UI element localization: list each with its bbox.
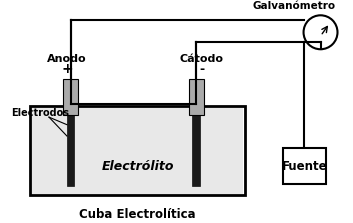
Bar [30,106,245,195]
Text: Cuba Electrolítica: Cuba Electrolítica [79,208,196,221]
Text: Galvanómetro: Galvanómetro [252,1,336,11]
Text: -: - [199,62,204,76]
Text: Electrólito: Electrólito [101,160,174,173]
Text: Anodo: Anodo [47,54,87,64]
Bar [189,79,204,115]
Bar [283,148,326,184]
Text: Cátodo: Cátodo [180,54,224,64]
Bar [63,79,78,115]
Bar [67,83,74,186]
Text: Electrodos: Electrodos [11,108,69,118]
Text: +: + [61,62,73,76]
Text: Fuente: Fuente [282,160,327,173]
Bar [192,83,200,186]
Bar [32,108,243,194]
